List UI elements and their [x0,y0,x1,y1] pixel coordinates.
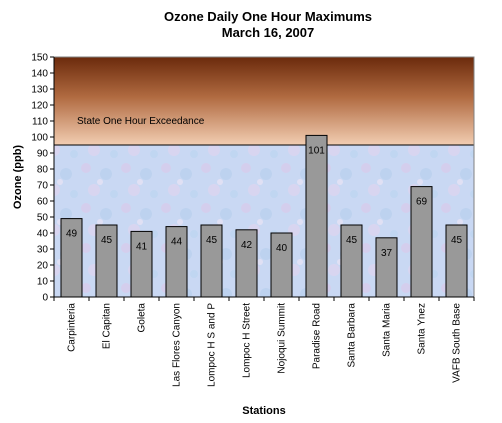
exceedance-band [54,57,474,145]
x-tick-label-1: Carpinteria [67,303,78,352]
data-label-5: 45 [206,235,218,246]
x-tick-label-6: Lompoc H Street [242,303,253,378]
y-tick-label-110: 110 [32,117,48,128]
y-tick-label-100: 100 [31,133,48,144]
y-tick-label-50: 50 [37,213,49,224]
data-label-7: 40 [276,243,288,254]
data-label-11: 69 [416,197,428,208]
data-label-8: 101 [308,145,325,156]
y-tick-label-150: 150 [31,53,48,64]
x-tick-label-7: Nojoqui Summit [277,303,288,374]
x-tick-label-3: Goleta [137,303,148,333]
x-tick-label-8: Paradise Road [312,303,323,369]
y-tick-label-40: 40 [37,229,49,240]
y-tick-label-60: 60 [37,197,49,208]
x-tick-label-10: Santa Maria [382,303,393,357]
y-axis-title: Ozone (ppb) [12,145,24,209]
data-label-3: 41 [136,241,148,252]
y-tick-label-80: 80 [37,165,49,176]
x-tick-label-4: Las Flores Canyon [172,303,183,387]
y-tick-label-10: 10 [37,277,49,288]
y-tick-label-20: 20 [37,261,49,272]
y-tick-label-140: 140 [31,69,48,80]
x-tick-label-5: Lompoc H S and P [207,303,218,387]
y-tick-label-0: 0 [42,293,48,304]
data-label-4: 44 [171,237,183,248]
x-axis-title: Stations [242,405,285,417]
data-label-9: 45 [346,235,358,246]
data-label-6: 42 [241,240,253,251]
y-tick-label-120: 120 [31,101,48,112]
chart-title: Ozone Daily One Hour Maximums [164,9,372,24]
data-label-1: 49 [66,229,78,240]
data-label-12: 45 [451,235,463,246]
y-tick-label-90: 90 [37,149,49,160]
plot-background [54,145,474,297]
threshold-label: State One Hour Exceedance [77,116,205,127]
bar-8 [305,134,328,298]
y-tick-label-130: 130 [31,85,48,96]
data-label-10: 37 [381,248,393,259]
chart-subtitle: March 16, 2007 [222,25,315,40]
x-tick-label-9: Santa Barbara [347,303,358,368]
x-tick-label-11: Santa Ynez [417,303,428,355]
y-tick-label-70: 70 [37,181,49,192]
y-tick-label-30: 30 [37,245,49,256]
x-tick-label-12: VAFB South Base [452,303,463,383]
x-tick-label-2: El Capitan [102,303,113,349]
data-label-2: 45 [101,235,113,246]
bar-10 [375,237,398,298]
